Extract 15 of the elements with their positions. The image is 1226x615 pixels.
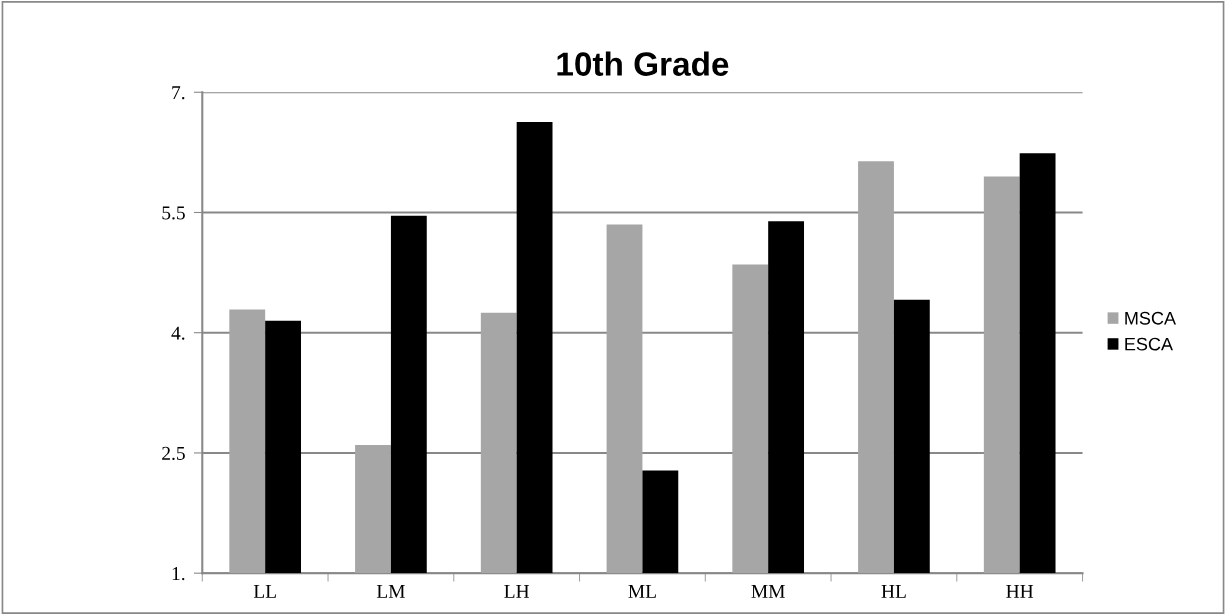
legend-label: MSCA [1125, 311, 1176, 325]
x-tick-label: LH [504, 585, 530, 598]
y-tick-label: 2.5 [162, 446, 185, 460]
legend-label: ESCA [1125, 337, 1173, 351]
x-tick-label: HH [1006, 585, 1034, 598]
x-tick-label: LM [376, 585, 405, 598]
y-tick-label: 4. [171, 326, 185, 340]
x-tick-label: ML [628, 585, 656, 598]
x-tick-label: LL [253, 585, 276, 598]
x-tick-label: MM [751, 585, 785, 598]
y-tick-label: 7. [172, 86, 185, 100]
y-tick-label: 1. [172, 567, 185, 581]
x-tick-label: HL [881, 585, 906, 598]
y-tick-label: 5.5 [162, 206, 185, 220]
chart-title: 10th Grade [557, 51, 729, 76]
